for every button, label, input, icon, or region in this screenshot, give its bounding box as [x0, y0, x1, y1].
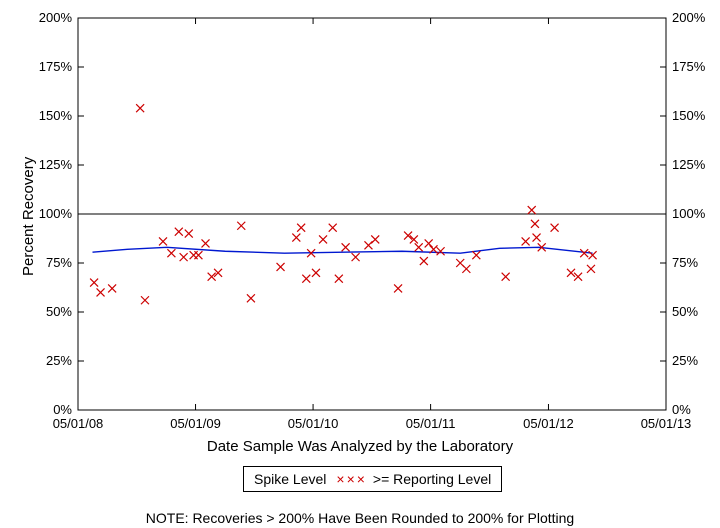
svg-text:50%: 50%: [672, 304, 698, 319]
svg-text:175%: 175%: [672, 59, 706, 74]
chart-container: Percent Recovery Date Sample Was Analyze…: [0, 0, 720, 528]
svg-text:100%: 100%: [39, 206, 73, 221]
svg-text:100%: 100%: [672, 206, 706, 221]
svg-text:175%: 175%: [39, 59, 73, 74]
svg-text:05/01/13: 05/01/13: [641, 416, 692, 431]
svg-text:0%: 0%: [53, 402, 72, 417]
svg-text:25%: 25%: [46, 353, 72, 368]
svg-text:05/01/09: 05/01/09: [170, 416, 221, 431]
svg-text:200%: 200%: [672, 10, 706, 25]
svg-text:125%: 125%: [39, 157, 73, 172]
svg-text:125%: 125%: [672, 157, 706, 172]
svg-text:75%: 75%: [672, 255, 698, 270]
svg-text:200%: 200%: [39, 10, 73, 25]
svg-text:75%: 75%: [46, 255, 72, 270]
svg-text:150%: 150%: [672, 108, 706, 123]
svg-text:0%: 0%: [672, 402, 691, 417]
svg-text:05/01/10: 05/01/10: [288, 416, 339, 431]
svg-text:50%: 50%: [46, 304, 72, 319]
chart-svg: 0% 0% 25% 25% 50% 50% 75% 75% 100% 100% 125% 125% 15…: [0, 0, 720, 528]
svg-text:150%: 150%: [39, 108, 73, 123]
svg-text:25%: 25%: [672, 353, 698, 368]
svg-text:05/01/08: 05/01/08: [53, 416, 104, 431]
svg-text:05/01/12: 05/01/12: [523, 416, 574, 431]
svg-text:05/01/11: 05/01/11: [406, 416, 456, 431]
